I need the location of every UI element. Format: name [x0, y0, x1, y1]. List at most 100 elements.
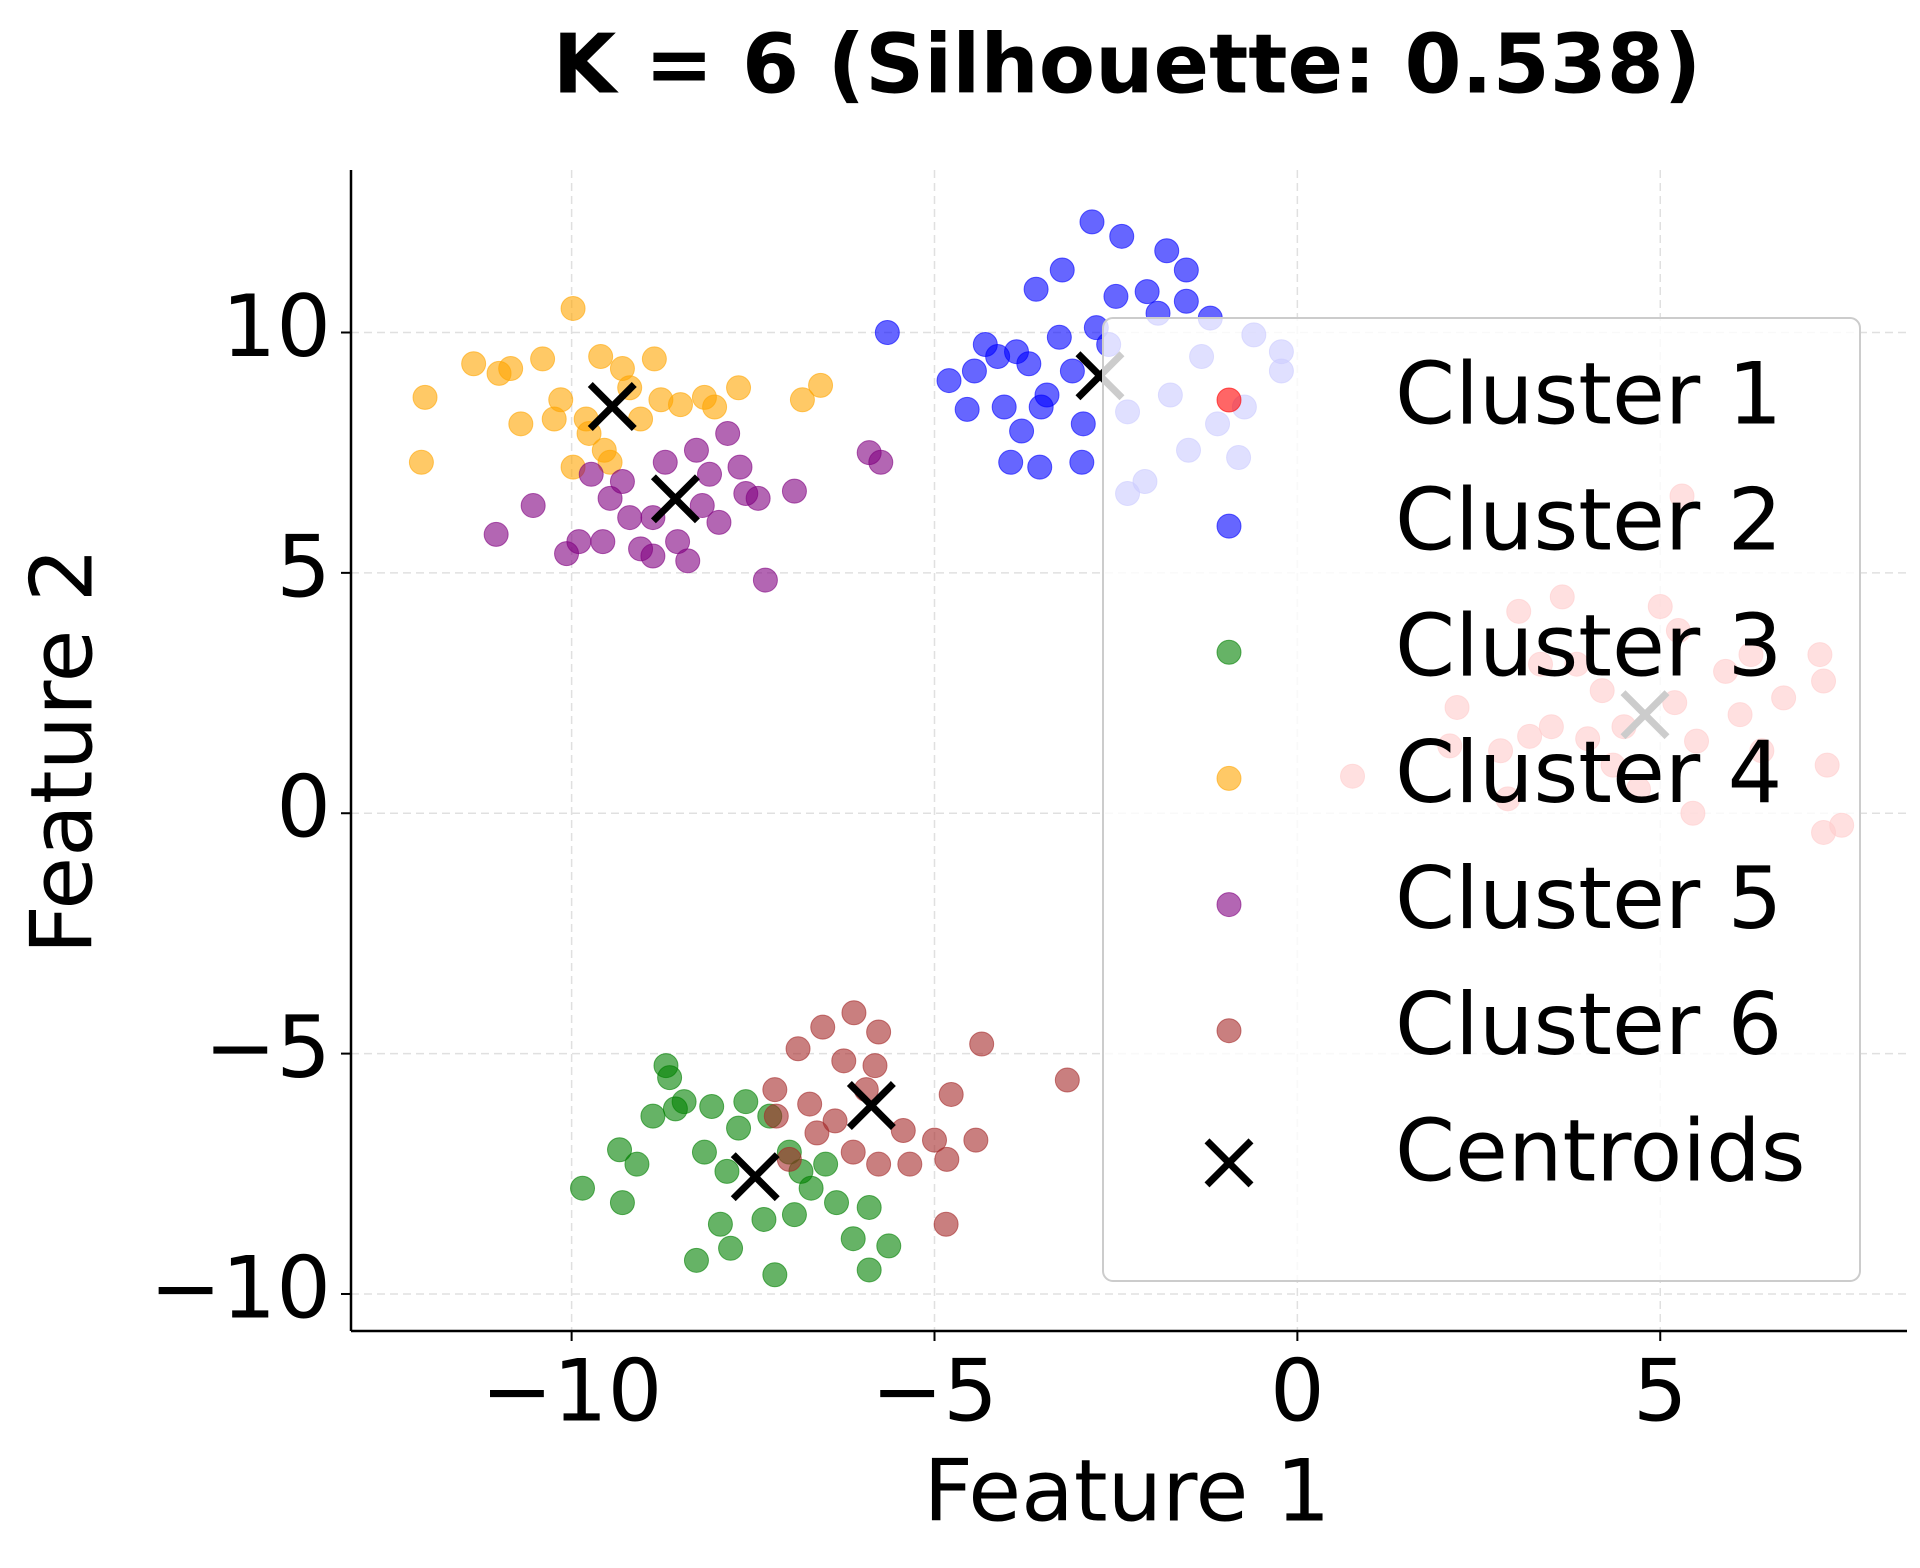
point	[408, 449, 434, 475]
point	[922, 1127, 947, 1153]
x-tick-label: −10	[481, 1341, 663, 1441]
point	[789, 387, 815, 413]
point	[856, 1194, 882, 1220]
point	[961, 358, 987, 384]
point	[824, 1190, 850, 1216]
x-tick-label: −5	[871, 1341, 998, 1441]
x-tick-label: 5	[1633, 1341, 1688, 1441]
centroid-stroke	[730, 1152, 780, 1202]
point	[609, 1190, 635, 1216]
y-tick-label: 5	[276, 517, 331, 617]
y-axis-label: Feature 2	[12, 547, 112, 954]
point	[1023, 276, 1049, 302]
chart-title: K = 6 (Silhouette: 0.538)	[553, 17, 1702, 112]
point	[675, 548, 701, 574]
point	[934, 1146, 960, 1172]
point	[652, 449, 678, 475]
point	[762, 1077, 788, 1103]
point	[868, 449, 894, 475]
point	[590, 529, 616, 555]
point	[752, 567, 778, 593]
legend-label: Centroids	[1395, 1101, 1806, 1201]
point	[813, 1151, 839, 1177]
point	[1154, 238, 1180, 264]
point	[718, 1235, 744, 1261]
legend-marker	[1204, 1138, 1254, 1188]
legend-marker	[1216, 387, 1242, 413]
point	[1070, 411, 1096, 437]
point	[683, 1247, 709, 1273]
point	[1054, 1067, 1080, 1093]
point	[841, 1000, 867, 1026]
legend-marker	[1216, 765, 1242, 791]
centroid-stroke	[650, 474, 700, 524]
point	[762, 1262, 788, 1288]
point	[866, 1151, 892, 1177]
point	[607, 1137, 633, 1163]
point	[1173, 257, 1199, 283]
point	[890, 1118, 916, 1144]
point	[1016, 351, 1042, 377]
point	[1109, 223, 1135, 249]
point	[985, 344, 1011, 370]
point	[797, 1091, 823, 1117]
y-tick-label: 10	[222, 277, 331, 377]
point	[714, 1158, 740, 1184]
point	[699, 1093, 725, 1119]
point	[508, 411, 534, 437]
point	[991, 394, 1017, 420]
point	[702, 394, 728, 420]
point	[520, 493, 546, 519]
point	[810, 1014, 836, 1040]
point	[1009, 418, 1035, 444]
point	[785, 1036, 811, 1062]
point	[998, 449, 1024, 475]
point	[640, 1103, 666, 1129]
legend-marker	[1216, 513, 1242, 539]
point	[954, 396, 980, 422]
legend-marker	[1216, 892, 1242, 918]
point	[617, 505, 643, 531]
point	[726, 375, 752, 401]
centroid-stroke	[1204, 1138, 1254, 1188]
point	[831, 1048, 857, 1074]
centroid-stroke	[587, 382, 637, 432]
point	[963, 1127, 989, 1153]
point	[548, 387, 574, 413]
point	[969, 1031, 995, 1057]
point	[1079, 209, 1105, 235]
point	[530, 346, 556, 372]
legend-marker	[1216, 1018, 1242, 1044]
point	[609, 469, 635, 495]
point	[876, 1233, 902, 1259]
point	[1103, 283, 1129, 309]
legend-marker	[1216, 639, 1242, 665]
legend-box	[1102, 317, 1861, 1282]
y-tick-label: 0	[276, 758, 331, 858]
point	[781, 1202, 807, 1228]
point	[840, 1139, 866, 1165]
point	[1059, 358, 1085, 384]
centroid	[650, 474, 700, 524]
point	[412, 384, 438, 410]
point	[706, 509, 732, 535]
point	[624, 1151, 650, 1177]
x-axis-label: Feature 1	[923, 1441, 1330, 1541]
point	[641, 346, 667, 372]
point	[640, 543, 666, 569]
y-tick-label: −10	[150, 1238, 332, 1338]
point	[840, 1226, 866, 1252]
point	[1027, 454, 1053, 480]
point	[727, 454, 753, 480]
point	[715, 420, 741, 446]
point	[570, 1175, 596, 1201]
point	[461, 351, 487, 377]
point	[483, 521, 509, 547]
centroid-stroke	[846, 1081, 896, 1131]
point	[667, 392, 693, 418]
point	[822, 1108, 848, 1134]
point	[566, 529, 592, 555]
point	[560, 295, 586, 321]
point	[751, 1206, 777, 1232]
